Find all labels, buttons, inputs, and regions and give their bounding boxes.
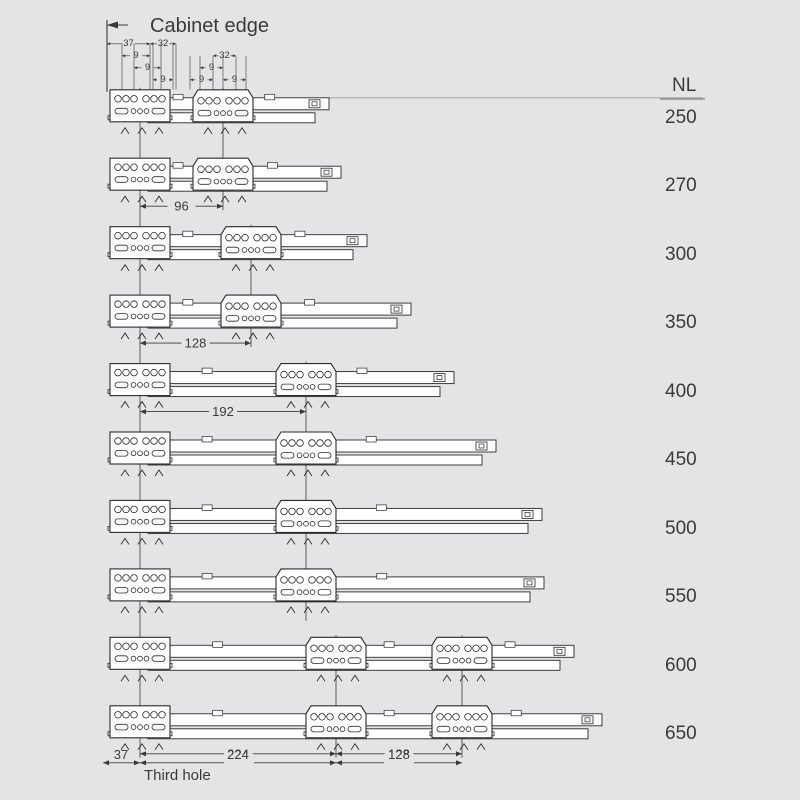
svg-text:37: 37 [123,38,134,49]
svg-text:128: 128 [185,336,207,351]
svg-text:250: 250 [665,107,697,128]
svg-text:270: 270 [665,175,697,196]
svg-text:192: 192 [212,404,234,419]
svg-text:9: 9 [209,62,214,73]
svg-text:Third hole: Third hole [144,767,211,784]
svg-text:9: 9 [232,74,237,85]
svg-text:224: 224 [227,747,249,762]
svg-text:650: 650 [665,723,697,744]
svg-text:9: 9 [145,62,150,73]
svg-text:400: 400 [665,381,697,402]
svg-text:450: 450 [665,449,697,470]
svg-text:9: 9 [199,74,204,85]
svg-text:37: 37 [114,747,128,762]
svg-text:300: 300 [665,244,697,265]
svg-text:32: 32 [158,38,169,49]
svg-text:NL: NL [672,75,696,96]
svg-text:32: 32 [219,50,230,61]
svg-text:Cabinet edge: Cabinet edge [150,15,269,37]
svg-text:550: 550 [665,586,697,607]
svg-text:350: 350 [665,312,697,333]
svg-text:500: 500 [665,518,697,539]
svg-text:128: 128 [388,747,410,762]
svg-text:600: 600 [665,655,697,676]
svg-text:96: 96 [174,199,188,214]
